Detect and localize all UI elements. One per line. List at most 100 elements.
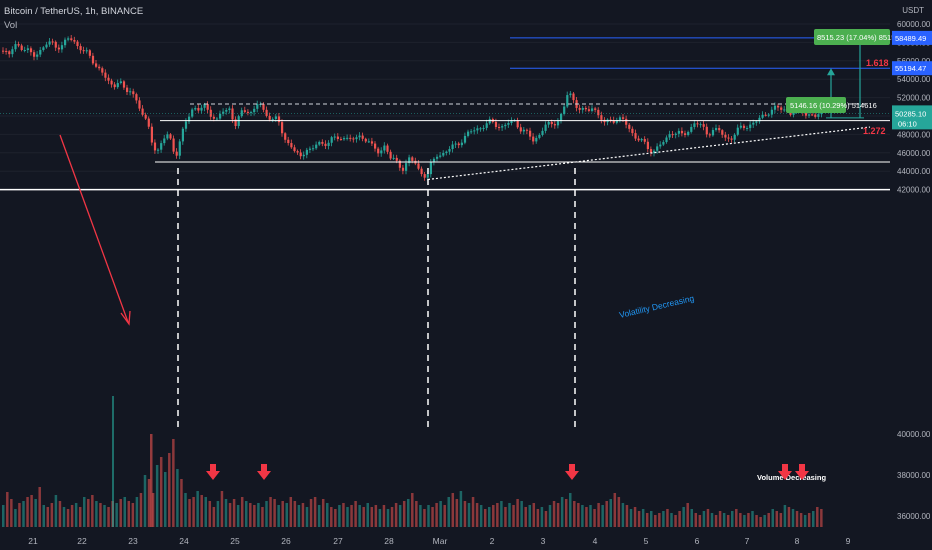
volume-bar	[6, 492, 9, 527]
candle-body	[333, 136, 336, 138]
candle-body	[488, 119, 491, 124]
time-tick-label: 22	[77, 536, 87, 546]
volume-bar	[820, 509, 823, 527]
volume-bar	[62, 507, 66, 527]
candle-body	[377, 148, 380, 154]
volume-bar	[2, 505, 5, 527]
candle-body	[253, 108, 256, 113]
projection-arrowhead	[827, 68, 835, 76]
volume-bar	[330, 507, 333, 527]
volume-bar	[382, 505, 386, 527]
candle-body	[671, 134, 674, 136]
volume-bar	[718, 511, 722, 527]
volume-bar	[228, 503, 232, 527]
candle-body	[26, 48, 29, 50]
volume-bar	[212, 507, 216, 527]
candle-body	[392, 157, 395, 159]
volume-bar	[629, 509, 633, 527]
volume-bar	[184, 493, 187, 527]
volume-bar	[702, 511, 706, 527]
volume-bar	[739, 513, 742, 527]
candle-body	[60, 45, 64, 50]
volume-bar	[115, 503, 118, 527]
volume-bar	[771, 509, 774, 527]
candle-body	[804, 112, 808, 116]
volume-bar	[70, 505, 74, 527]
candle-body	[541, 130, 544, 135]
candle-body	[330, 137, 333, 143]
candle-body	[141, 108, 144, 115]
candle-body	[293, 147, 296, 152]
candle-body	[172, 138, 175, 152]
volume-bar	[240, 497, 244, 527]
candle-body	[178, 141, 181, 156]
candle-body	[290, 143, 293, 148]
candle-body	[358, 135, 361, 138]
volume-bar	[419, 505, 422, 527]
candle-body	[640, 139, 643, 141]
volume-marker-arrow	[206, 464, 220, 480]
candle-body	[157, 149, 160, 151]
candle-body	[420, 168, 423, 175]
candle-body	[445, 151, 448, 154]
candle-body	[315, 144, 318, 149]
candle-body	[228, 108, 231, 110]
volume-bar	[496, 503, 499, 527]
volume-bar	[589, 505, 592, 527]
candle-body	[547, 121, 550, 125]
candle-body	[76, 41, 79, 47]
volume-bar	[273, 499, 276, 527]
volume-bar	[423, 509, 426, 527]
volume-bar	[95, 501, 98, 527]
volume-bar	[293, 501, 297, 527]
candle-body	[739, 125, 742, 128]
volume-bar	[548, 505, 552, 527]
candle-body	[724, 134, 727, 138]
candle-body	[587, 109, 591, 111]
volume-bar	[386, 509, 390, 527]
price-tick-label: 42000.00	[897, 186, 931, 195]
volume-bar	[50, 503, 54, 527]
candle-body	[501, 126, 504, 128]
volume-bar	[168, 453, 171, 527]
volume-bar	[249, 503, 252, 527]
candle-body	[389, 151, 392, 159]
candle-body	[39, 49, 42, 55]
volume-bar	[807, 513, 811, 527]
candle-body	[594, 108, 597, 110]
volume-bar	[297, 505, 301, 527]
volume-bar	[722, 513, 726, 527]
candle-body	[194, 108, 197, 110]
symbol-title[interactable]: Bitcoin / TetherUS, 1h, BINANCE	[4, 6, 144, 17]
volume-bar	[463, 501, 467, 527]
candle-body	[730, 138, 733, 140]
candle-body	[569, 93, 572, 96]
candle-body	[656, 146, 659, 151]
candle-body	[659, 144, 662, 147]
candle-body	[767, 114, 770, 116]
candle-body	[516, 120, 519, 128]
candle-body	[67, 38, 70, 40]
candle-body	[231, 108, 234, 120]
volume-bar	[358, 505, 361, 527]
candle-body	[693, 123, 696, 127]
volume-bar	[78, 507, 82, 527]
candle-body	[355, 137, 358, 140]
target-1272-label-box	[786, 97, 846, 113]
candle-body	[702, 124, 705, 127]
volume-bar	[706, 509, 710, 527]
volume-bar	[269, 497, 272, 527]
candle-body	[234, 119, 237, 126]
candle-body	[212, 116, 215, 119]
candle-body	[646, 141, 649, 150]
price-tag-1272: 55194.47	[895, 64, 926, 73]
volume-bar	[528, 505, 531, 527]
volume-bar	[402, 501, 406, 527]
candle-body	[637, 138, 640, 141]
volume-bar	[617, 497, 621, 527]
volume-bar	[261, 507, 264, 527]
candle-body	[116, 83, 119, 88]
volume-bar	[637, 511, 641, 527]
